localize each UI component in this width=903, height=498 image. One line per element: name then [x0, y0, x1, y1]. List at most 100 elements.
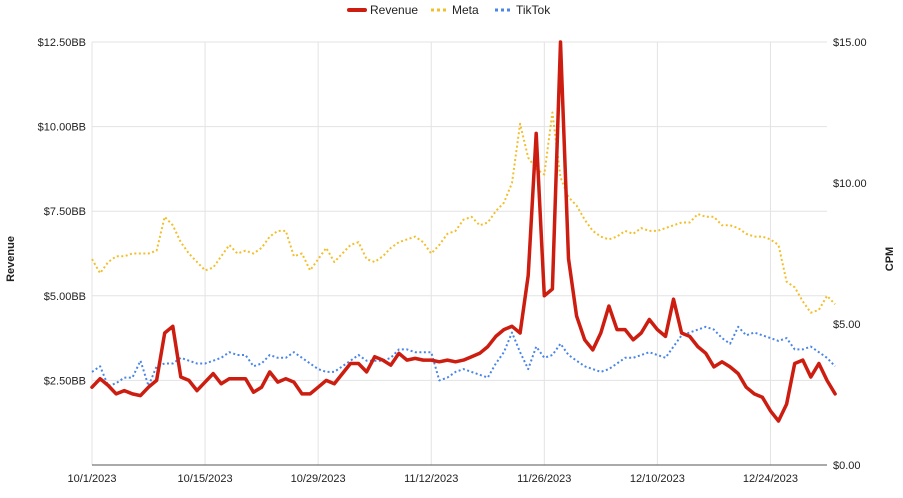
data-point [301, 357, 303, 359]
data-point [543, 295, 545, 297]
data-point [236, 253, 238, 255]
data-point [560, 176, 562, 178]
data-point [107, 385, 109, 387]
data-point [455, 371, 457, 373]
series-line [90, 40, 837, 423]
data-point [729, 343, 731, 345]
data-point [430, 359, 432, 361]
data-point [681, 332, 683, 334]
data-point [576, 315, 578, 317]
x-tick-label: 10/1/2023 [68, 473, 117, 485]
data-point [745, 233, 747, 235]
data-point [374, 261, 376, 263]
y-axis-left-title: Revenue [5, 236, 17, 282]
data-point [406, 348, 408, 350]
data-point [228, 351, 230, 353]
data-point [640, 354, 642, 356]
data-point [794, 348, 796, 350]
data-point [446, 233, 448, 235]
data-point [551, 112, 553, 114]
data-point [390, 247, 392, 249]
data-point [148, 386, 150, 388]
data-point [350, 244, 352, 246]
data-point [285, 378, 287, 380]
data-point [786, 281, 788, 283]
data-point [479, 352, 481, 354]
data-point [115, 382, 117, 384]
data-point [802, 348, 804, 350]
data-point [414, 236, 416, 238]
y-tick-label: $7.50BB [44, 206, 86, 218]
data-point [204, 381, 206, 383]
data-point [156, 250, 158, 252]
data-point [91, 371, 93, 373]
data-point [366, 360, 368, 362]
x-tick-label: 10/15/2023 [178, 473, 233, 485]
data-point [511, 182, 513, 184]
data-point [503, 202, 505, 204]
data-point [721, 337, 723, 339]
data-point [560, 41, 562, 43]
data-point [632, 233, 634, 235]
data-point [269, 371, 271, 373]
data-point [99, 365, 101, 367]
data-point [826, 357, 828, 359]
data-point [778, 420, 780, 422]
data-point [632, 357, 634, 359]
data-point [358, 363, 360, 365]
data-point [834, 303, 836, 305]
data-point [600, 236, 602, 238]
data-point [826, 379, 828, 381]
data-point [220, 383, 222, 385]
data-point [737, 326, 739, 328]
data-point [253, 391, 255, 393]
x-tick-label: 12/10/2023 [630, 473, 685, 485]
data-point [479, 374, 481, 376]
legend: Revenue Meta TikTok [347, 3, 551, 17]
data-point [673, 346, 675, 348]
data-point [358, 354, 360, 356]
data-point [753, 236, 755, 238]
x-tick-label: 12/24/2023 [743, 473, 798, 485]
series-revenue [90, 40, 837, 423]
y-axis-right-title: CPM [884, 247, 896, 271]
data-point [455, 230, 457, 232]
data-point [818, 309, 820, 311]
data-point [333, 261, 335, 263]
data-point [309, 393, 311, 395]
data-point [366, 258, 368, 260]
data-point [123, 377, 125, 379]
data-point [463, 359, 465, 361]
data-point [511, 332, 513, 334]
data-point [131, 393, 133, 395]
data-point [487, 222, 489, 224]
data-point [616, 363, 618, 365]
data-point [285, 357, 287, 359]
legend-item-meta: Meta [431, 3, 479, 17]
data-point [196, 363, 198, 365]
data-point [212, 360, 214, 362]
data-point [568, 258, 570, 260]
data-point [164, 363, 166, 365]
data-point [535, 346, 537, 348]
y2-tick-label: $15.00 [833, 37, 867, 49]
data-point [277, 381, 279, 383]
data-point [164, 332, 166, 334]
data-point [91, 386, 93, 388]
data-point [818, 363, 820, 365]
data-point [382, 255, 384, 257]
data-point [277, 357, 279, 359]
data-point [761, 236, 763, 238]
data-point [438, 361, 440, 363]
data-point [673, 298, 675, 300]
data-point [689, 332, 691, 334]
data-point [834, 365, 836, 367]
data-point [511, 325, 513, 327]
data-point [91, 258, 93, 260]
data-point [261, 363, 263, 365]
data-point [148, 253, 150, 255]
data-point [446, 377, 448, 379]
data-point [624, 329, 626, 331]
data-point [471, 356, 473, 358]
